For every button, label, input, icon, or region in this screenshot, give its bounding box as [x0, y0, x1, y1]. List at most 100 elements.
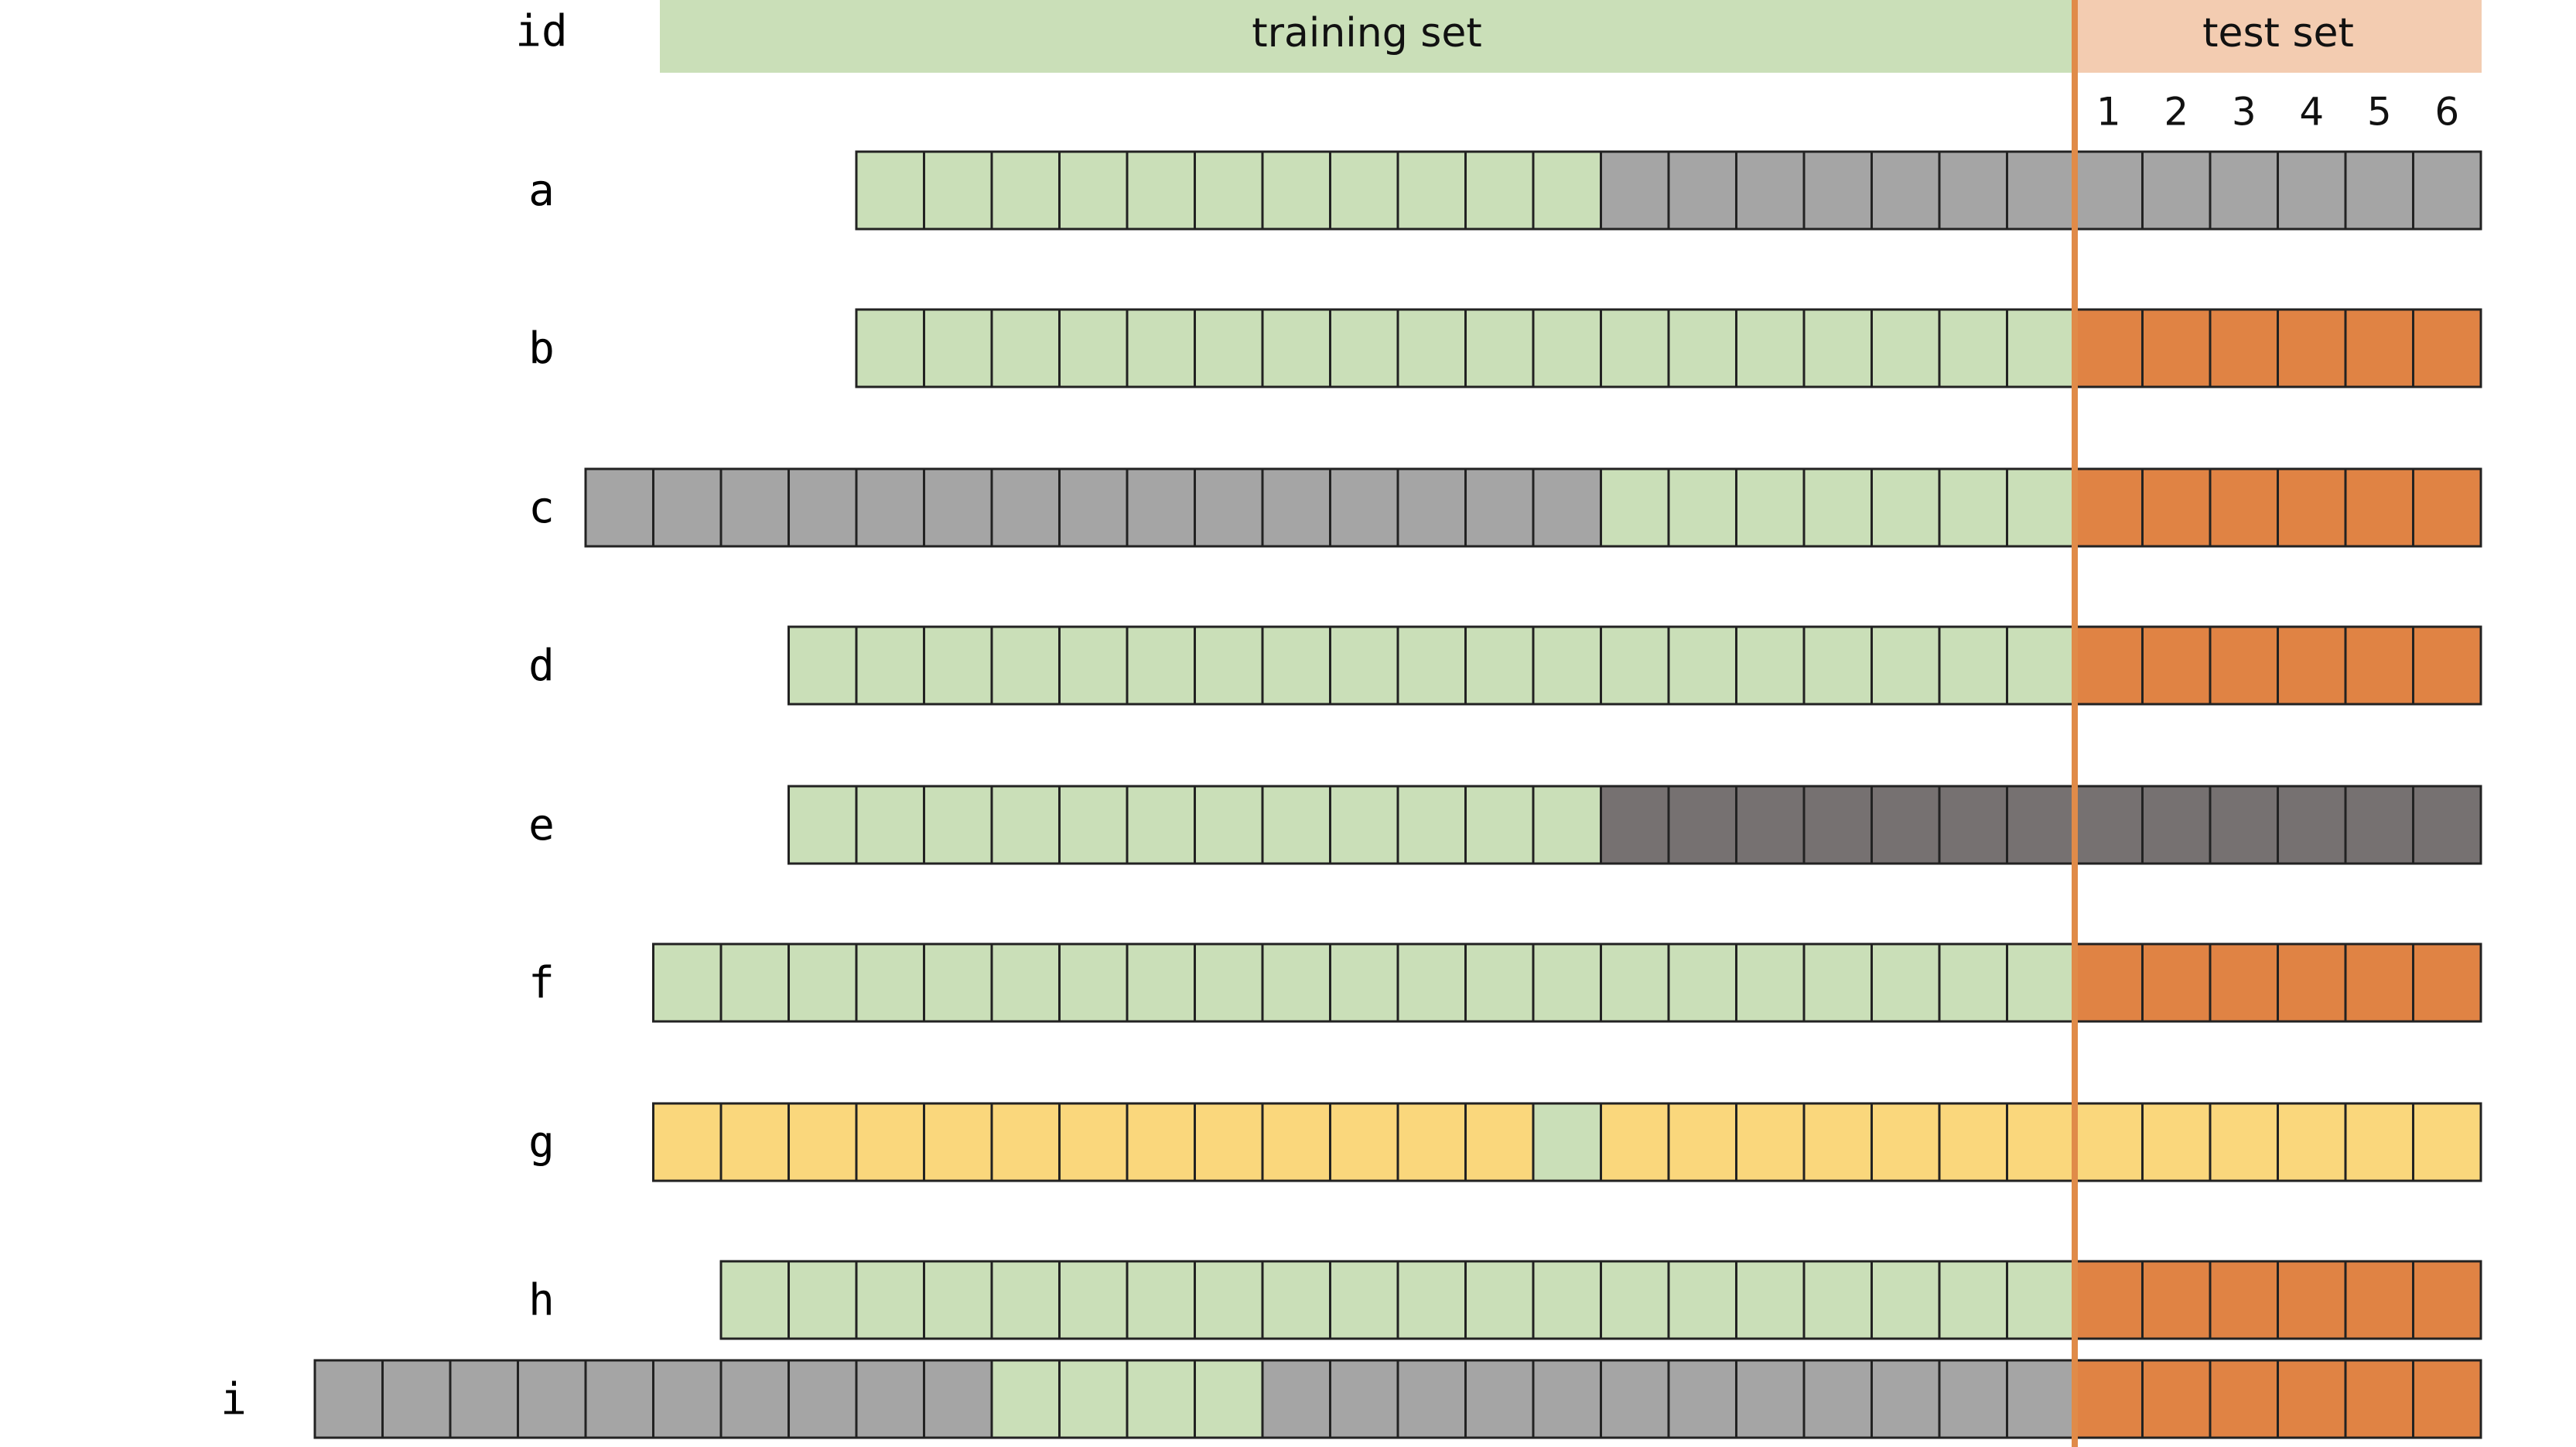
series-cell — [923, 1359, 993, 1439]
series-cell — [2006, 1359, 2076, 1439]
series-cell — [2344, 625, 2414, 706]
series-cell — [1058, 467, 1129, 548]
series-cell — [1532, 785, 1602, 865]
series-cell — [923, 942, 993, 1023]
series-cell — [1802, 1260, 1873, 1340]
series-cell — [1532, 1260, 1602, 1340]
series-cell — [2006, 785, 2076, 865]
series-cell — [2006, 308, 2076, 388]
series-cell — [2073, 1359, 2144, 1439]
series-cell — [855, 150, 925, 231]
series-cell — [2412, 467, 2482, 548]
series-cell — [1396, 1359, 1467, 1439]
series-cell — [787, 1359, 858, 1439]
series-cell — [2141, 625, 2212, 706]
series-cell — [2073, 467, 2144, 548]
series-cell — [1464, 308, 1535, 388]
series-cell — [923, 625, 993, 706]
series-cell — [2412, 150, 2482, 231]
step-number: 3 — [2232, 90, 2257, 135]
series-cell — [1667, 942, 1737, 1023]
series-cell — [855, 1260, 925, 1340]
series-cell — [1600, 1102, 1670, 1182]
series-cell — [2073, 1102, 2144, 1182]
step-number: 5 — [2367, 90, 2392, 135]
series-cell — [2412, 1359, 2482, 1439]
series-cell — [1126, 625, 1196, 706]
series-id-label: f — [528, 958, 555, 1008]
series-cell — [2073, 942, 2144, 1023]
series-cell — [381, 1359, 452, 1439]
series-cell — [1058, 1102, 1129, 1182]
series-cell — [1194, 785, 1264, 865]
series-cell — [1871, 1260, 1941, 1340]
series-cell — [1396, 785, 1467, 865]
series-cell — [1396, 150, 1467, 231]
series-cell — [1802, 785, 1873, 865]
series-id-label: b — [528, 323, 555, 374]
series-cell — [787, 467, 858, 548]
series-cell — [1194, 308, 1264, 388]
series-cell — [2209, 625, 2279, 706]
series-cell — [2006, 1260, 2076, 1340]
series-cell — [1871, 150, 1941, 231]
series-cell — [1600, 1359, 1670, 1439]
series-cell — [1532, 467, 1602, 548]
series-cell — [719, 1359, 790, 1439]
series-cell — [1329, 1102, 1399, 1182]
series-cell — [1802, 308, 1873, 388]
series-cell — [923, 1102, 993, 1182]
series-cell — [2344, 942, 2414, 1023]
series-id-label: a — [528, 166, 555, 216]
series-cell — [2344, 308, 2414, 388]
training-set-label: training set — [1252, 10, 1481, 56]
series-cell — [2412, 942, 2482, 1023]
series-cell — [2006, 625, 2076, 706]
series-cell — [2277, 1359, 2347, 1439]
series-cell — [1667, 150, 1737, 231]
series-row-a — [855, 150, 2482, 231]
series-row-c — [584, 467, 2482, 548]
series-cell — [2073, 625, 2144, 706]
series-cell — [1058, 308, 1129, 388]
series-cell — [1938, 308, 2008, 388]
series-cell — [1126, 467, 1196, 548]
series-cell — [1194, 1102, 1264, 1182]
series-cell — [1735, 785, 1806, 865]
series-cell — [1261, 625, 1331, 706]
series-cell — [990, 150, 1061, 231]
series-cell — [1464, 150, 1535, 231]
series-cell — [1464, 625, 1535, 706]
series-cell — [1329, 308, 1399, 388]
series-cell — [2209, 942, 2279, 1023]
series-cell — [1667, 625, 1737, 706]
series-cell — [2344, 1359, 2414, 1439]
series-cell — [1329, 467, 1399, 548]
series-cell — [2277, 785, 2347, 865]
series-cell — [990, 942, 1061, 1023]
series-cell — [1802, 625, 1873, 706]
series-cell — [584, 467, 654, 548]
series-cell — [2277, 467, 2347, 548]
series-cell — [1600, 150, 1670, 231]
series-cell — [1667, 308, 1737, 388]
series-cell — [2006, 942, 2076, 1023]
step-number: 1 — [2096, 90, 2121, 135]
series-cell — [1532, 1102, 1602, 1182]
series-cell — [1600, 308, 1670, 388]
series-cell — [1871, 942, 1941, 1023]
series-cell — [1532, 1359, 1602, 1439]
series-cell — [855, 1102, 925, 1182]
series-cell — [1261, 308, 1331, 388]
series-cell — [1735, 150, 1806, 231]
series-row-d — [787, 625, 2482, 706]
series-cell — [1600, 467, 1670, 548]
series-cell — [2344, 785, 2414, 865]
series-cell — [1802, 467, 1873, 548]
series-cell — [1261, 785, 1331, 865]
series-cell — [2344, 1102, 2414, 1182]
series-cell — [1600, 1260, 1670, 1340]
series-cell — [1532, 308, 1602, 388]
